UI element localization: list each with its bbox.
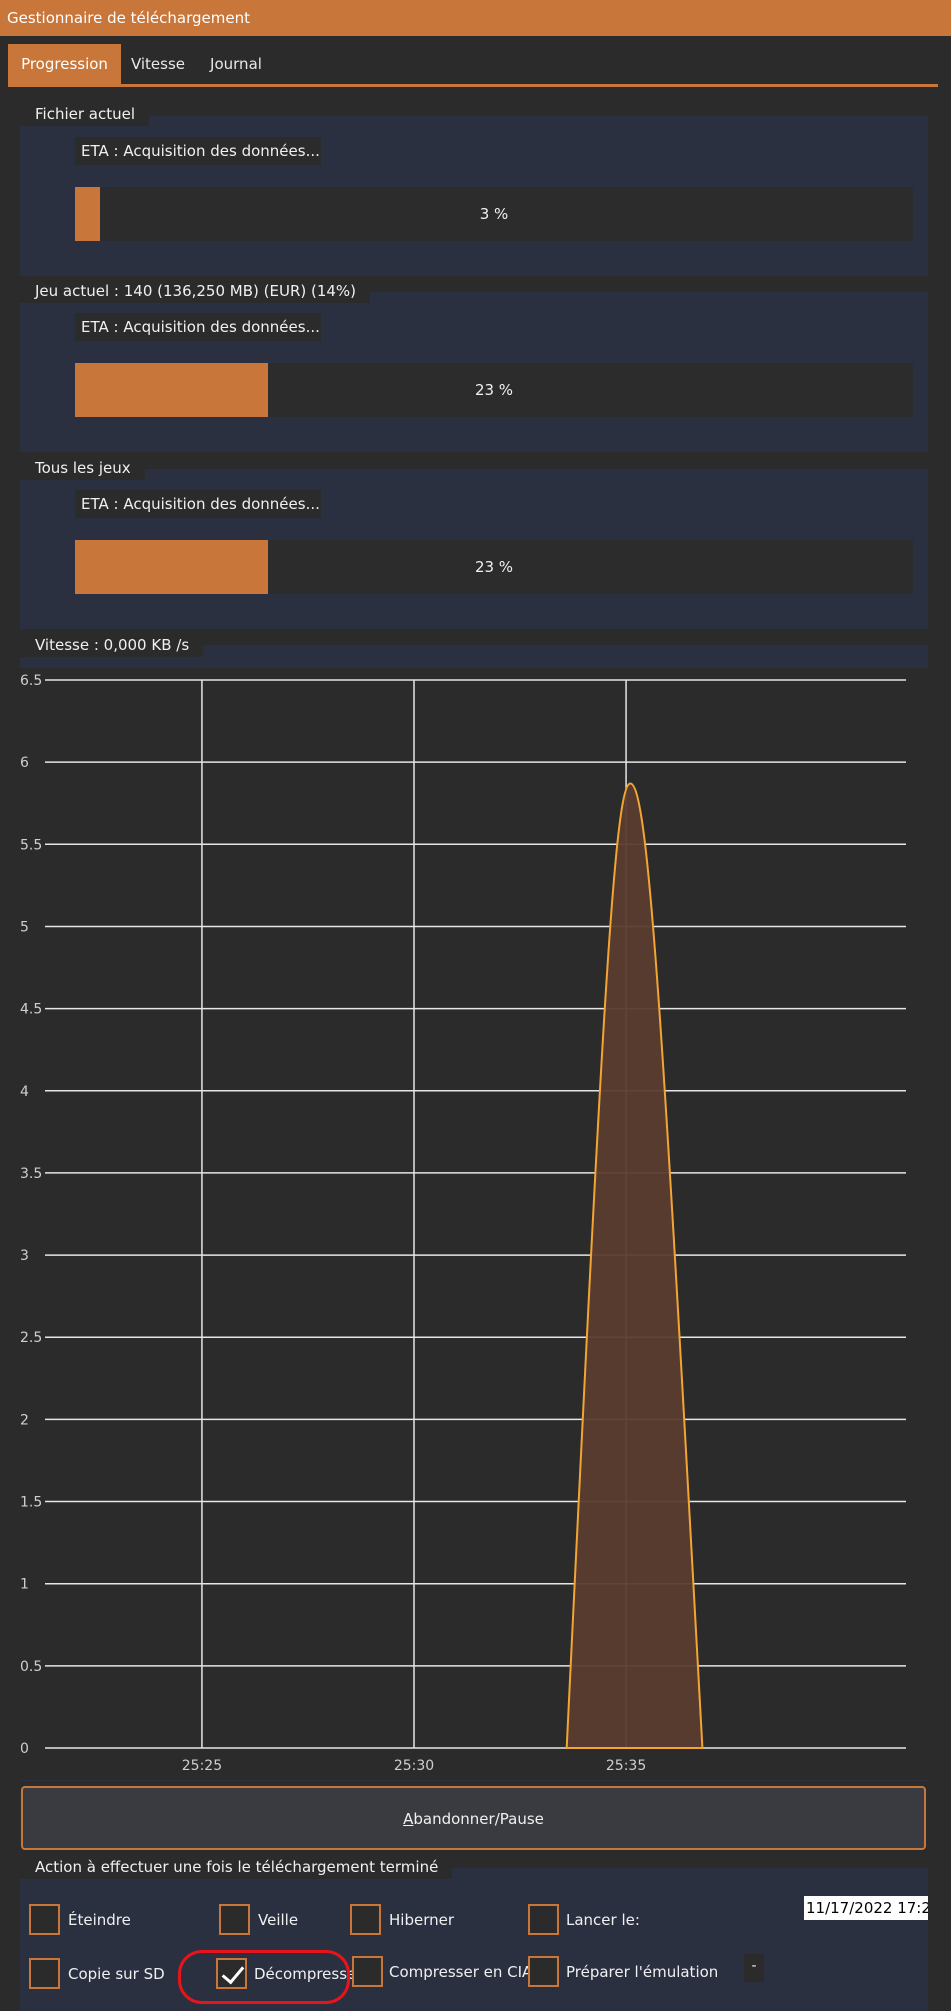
all-games-eta: ETA : Acquisition des données... (75, 490, 321, 518)
tab-progression[interactable]: Progression (8, 44, 121, 84)
abort-pause-button[interactable]: Abandonner/Pause (21, 1786, 926, 1850)
speed-area-series (565, 782, 704, 1749)
current-file-progress-bar: 3 % (75, 187, 913, 241)
window-title: Gestionnaire de téléchargement (0, 0, 951, 36)
current-game-group: ETA : Acquisition des données... 23 % (20, 292, 928, 452)
label-veille: Veille (258, 1911, 299, 1929)
all-games-progress-fill (75, 540, 268, 594)
after-download-title: Action à effectuer une fois le télécharg… (20, 1855, 453, 1879)
speed-chart-area: 0 0.5 1 1.5 2 2.5 3 3.5 4 4.5 5 5.5 6 6.5 25:25 25:30 25… (20, 668, 928, 1780)
all-games-title: Tous les jeux (20, 456, 145, 480)
y-tick-label: 3 (20, 1248, 29, 1264)
y-tick-label: 3.5 (20, 1166, 42, 1182)
all-games-progress-bar: 23 % (75, 540, 913, 594)
launch-datetime-input[interactable]: 11/17/2022 17:23 (804, 1896, 928, 1920)
checkbox-lancer-le[interactable] (528, 1904, 559, 1935)
all-games-progress-text: 23 % (474, 558, 514, 576)
y-tick-label: 1.5 (20, 1495, 42, 1511)
y-tick-label: 2 (20, 1412, 29, 1428)
y-tick-label: 2.5 (20, 1330, 42, 1346)
x-tick-label: 25:35 (606, 1758, 646, 1774)
current-file-progress-text: 3 % (479, 205, 509, 223)
tab-journal[interactable]: Journal (210, 55, 262, 73)
y-tick-label: 0 (20, 1741, 29, 1757)
checkbox-decompresse[interactable] (216, 1958, 247, 1989)
current-game-title: Jeu actuel : 140 (136,250 MB) (EUR) (14%… (20, 279, 371, 303)
y-tick-label: 4.5 (20, 1002, 42, 1018)
x-tick-label: 25:30 (394, 1758, 434, 1774)
checkbox-copie-sd[interactable] (29, 1958, 60, 1989)
current-file-progress-fill (75, 187, 101, 241)
abort-pause-mnemonic: A (403, 1810, 414, 1828)
speed-chart: 0 0.5 1 1.5 2 2.5 3 3.5 4 4.5 5 5.5 6 6.5 25:25 25:30 25… (20, 673, 906, 1774)
label-decompresse: Décompresse (254, 1965, 357, 1983)
label-copie-sd: Copie sur SD (68, 1965, 165, 1983)
after-download-group (20, 1868, 928, 2011)
x-tick-label: 25:25 (182, 1758, 222, 1774)
current-game-progress-bar: 23 % (75, 363, 913, 417)
current-game-eta: ETA : Acquisition des données... (75, 313, 321, 341)
dash-button[interactable]: - (744, 1954, 764, 1982)
y-tick-label: 4 (20, 1084, 29, 1100)
y-tick-label: 6.5 (20, 673, 42, 689)
y-tick-label: 0.5 (20, 1659, 42, 1675)
checkbox-preparer-emulation[interactable] (528, 1956, 559, 1987)
label-lancer-le: Lancer le: (566, 1911, 640, 1929)
y-tick-label: 5.5 (20, 837, 42, 853)
checkbox-compresser-cia[interactable] (352, 1956, 383, 1987)
tab-underline (8, 84, 938, 87)
abort-pause-label: bandonner/Pause (413, 1810, 544, 1828)
label-preparer-emulation: Préparer l'émulation (566, 1963, 719, 1981)
current-game-progress-fill (75, 363, 268, 417)
current-file-eta: ETA : Acquisition des données... (75, 137, 321, 165)
label-hiberner: Hiberner (389, 1911, 455, 1929)
checkbox-veille[interactable] (219, 1904, 250, 1935)
tab-vitesse[interactable]: Vitesse (130, 55, 186, 73)
speed-title: Vitesse : 0,000 KB /s (20, 633, 204, 657)
label-compresser-cia: Compresser en CIA (389, 1963, 533, 1981)
tab-bar: Progression Vitesse Journal (0, 44, 951, 88)
current-file-group: ETA : Acquisition des données... 3 % (20, 116, 928, 276)
y-tick-label: 5 (20, 919, 29, 935)
y-tick-label: 6 (20, 755, 29, 771)
checkbox-eteindre[interactable] (29, 1904, 60, 1935)
all-games-group: ETA : Acquisition des données... 23 % (20, 469, 928, 629)
label-eteindre: Éteindre (68, 1911, 131, 1929)
y-tick-label: 1 (20, 1577, 29, 1593)
current-file-title: Fichier actuel (20, 102, 150, 126)
checkbox-hiberner[interactable] (350, 1904, 381, 1935)
current-game-progress-text: 23 % (474, 381, 514, 399)
